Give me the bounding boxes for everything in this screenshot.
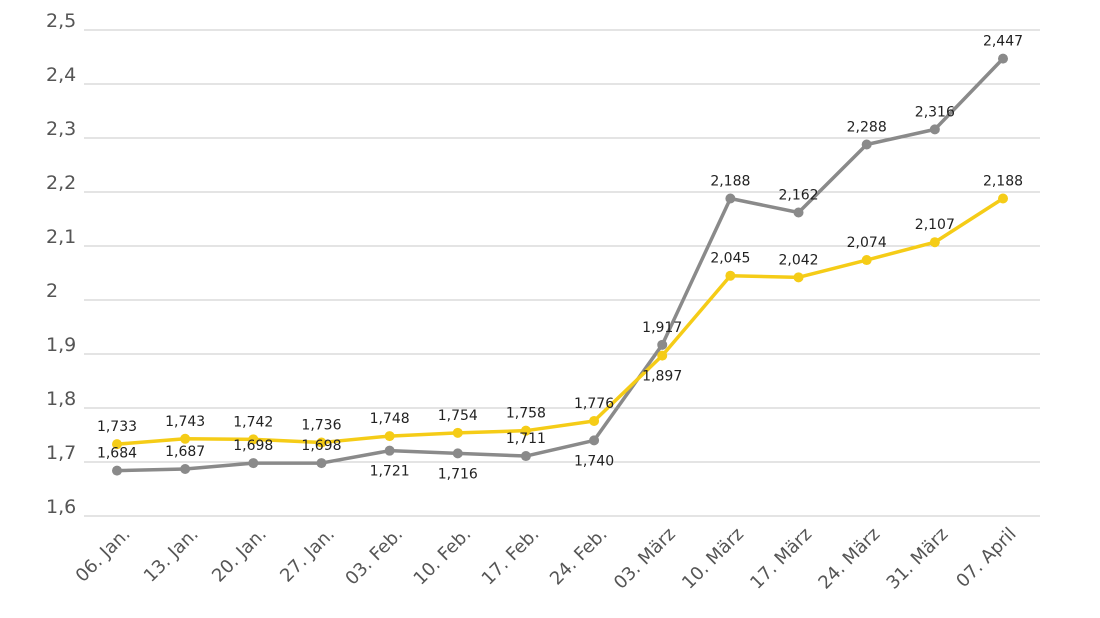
data-point [248, 458, 259, 469]
data-label: 2,316 [915, 104, 955, 120]
data-point [657, 339, 668, 350]
x-tick-label: 27. Jan. [276, 524, 339, 587]
x-tick-label: 03. Feb. [341, 524, 407, 590]
y-tick-label: 2,4 [46, 64, 76, 86]
series-lines [112, 53, 1008, 476]
x-tick-label: 06. Jan. [72, 524, 135, 587]
data-label: 1,733 [97, 419, 137, 435]
series-line-1 [115, 56, 1005, 473]
data-label: 1,743 [165, 414, 205, 430]
data-label: 2,288 [847, 119, 887, 135]
data-point [316, 458, 327, 469]
data-point [384, 431, 395, 442]
data-label: 2,074 [847, 235, 887, 251]
data-label: 2,188 [983, 173, 1023, 189]
data-label: 1,754 [438, 408, 478, 424]
y-tick-label: 2,3 [46, 118, 76, 140]
data-label: 1,721 [370, 464, 410, 480]
x-tick-label: 24. März [814, 524, 884, 594]
series-line-2 [115, 196, 1005, 446]
y-tick-label: 2,5 [46, 10, 76, 32]
data-label: 2,045 [710, 251, 750, 267]
y-tick-label: 2,2 [46, 172, 76, 194]
data-point [589, 435, 600, 446]
data-point [998, 53, 1008, 64]
x-tick-label: 20. Jan. [208, 524, 271, 587]
y-tick-label: 1,7 [46, 442, 76, 464]
data-label: 1,711 [506, 431, 546, 447]
data-label: 1,716 [438, 466, 478, 482]
data-label: 1,698 [301, 438, 341, 454]
y-axis-ticks: 1,6 1,7 1,8 1,9 2 2,1 2,2 2,3 2,4 2,5 [46, 10, 76, 518]
data-point [316, 437, 327, 448]
data-point [180, 464, 191, 475]
data-point [861, 139, 872, 150]
data-point [384, 445, 395, 456]
data-label: 2,188 [710, 173, 750, 189]
data-point [929, 237, 940, 248]
data-label: 1,736 [301, 418, 341, 434]
x-tick-label: 17. Feb. [478, 524, 544, 590]
x-tick-label: 17. März [746, 524, 816, 594]
data-label: 1,917 [642, 320, 682, 336]
y-tick-label: 1,6 [46, 496, 76, 518]
x-tick-label: 13. Jan. [140, 524, 203, 587]
data-point [248, 434, 259, 445]
data-label: 1,687 [165, 444, 205, 460]
data-label: 2,447 [983, 34, 1023, 50]
data-point [861, 255, 872, 266]
data-label: 2,042 [778, 252, 818, 268]
data-point [929, 124, 940, 135]
x-tick-label: 24. Feb. [546, 524, 612, 590]
data-label: 1,740 [574, 453, 614, 469]
data-label: 1,742 [233, 414, 273, 430]
data-point [725, 193, 736, 204]
data-label: 2,107 [915, 217, 955, 233]
data-label: 1,684 [97, 446, 137, 462]
y-tick-label: 1,8 [46, 388, 76, 410]
data-point [112, 465, 122, 476]
data-label: 1,698 [233, 438, 273, 454]
data-point [657, 350, 668, 361]
x-tick-label: 07. April [952, 524, 1020, 592]
data-label: 1,748 [370, 411, 410, 427]
data-point [112, 439, 122, 450]
data-label: 1,776 [574, 396, 614, 412]
data-point [725, 270, 736, 281]
data-label: 1,758 [506, 406, 546, 422]
data-point [520, 451, 531, 462]
data-point [998, 193, 1008, 204]
gridlines [84, 29, 1040, 517]
data-point [452, 448, 463, 459]
y-tick-label: 1,9 [46, 334, 76, 356]
data-labels: 1,684 1,687 1,698 1,698 1,721 1,716 1,711 1,740… [97, 34, 1023, 483]
data-label: 1,897 [642, 369, 682, 385]
data-point [793, 272, 804, 283]
data-label: 2,162 [778, 188, 818, 204]
data-point [180, 433, 191, 444]
x-tick-label: 10. Feb. [410, 524, 476, 590]
y-tick-label: 2 [46, 280, 58, 302]
x-tick-label: 10. März [678, 524, 748, 594]
x-tick-label: 31. März [883, 524, 953, 594]
x-tick-label: 03. März [610, 524, 680, 594]
x-axis-ticks: 06. Jan. 13. Jan. 20. Jan. 27. Jan. 03. Feb.… [72, 524, 1021, 594]
data-point [520, 425, 531, 436]
data-point [452, 427, 463, 438]
y-tick-label: 2,1 [46, 226, 76, 248]
data-point [589, 415, 600, 426]
data-point [793, 207, 804, 218]
